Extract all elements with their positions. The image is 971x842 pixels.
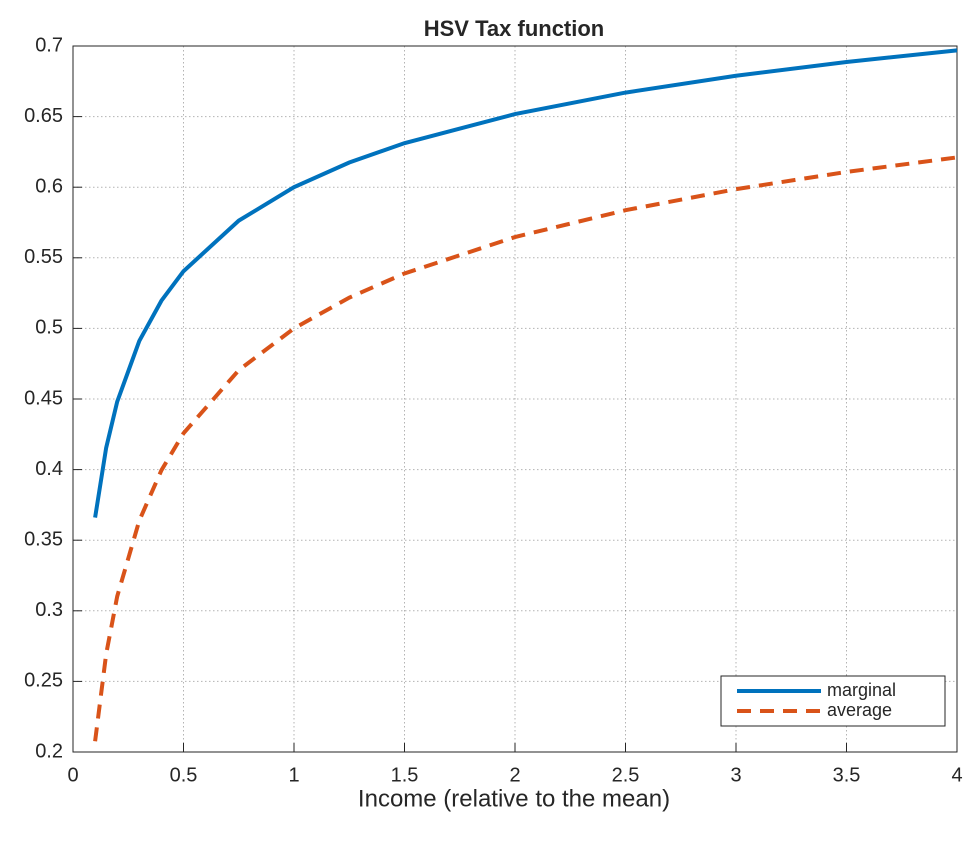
x-tick-label: 1: [288, 764, 299, 786]
y-tick-label: 0.55: [24, 246, 63, 268]
x-tick-label: 1.5: [391, 764, 419, 786]
x-tick-label: 2: [509, 764, 520, 786]
y-tick-label: 0.2: [35, 740, 63, 762]
series-line: [93, 48, 958, 518]
x-tick-label: 4: [951, 764, 962, 786]
y-tick-label: 0.6: [35, 175, 63, 197]
plot-area: [73, 46, 957, 752]
y-tick-label: 0.35: [24, 528, 63, 550]
x-tick-label: 2.5: [612, 764, 640, 786]
y-tick-label: 0.45: [24, 387, 63, 409]
legend-label: marginal: [827, 680, 896, 700]
legend-box: [720, 675, 946, 727]
series-line: [93, 155, 958, 742]
y-tick-label: 0.3: [35, 599, 63, 621]
y-tick-label: 0.25: [24, 670, 63, 692]
y-tick-label: 0.5: [35, 317, 63, 339]
x-tick-label: 3.5: [833, 764, 861, 786]
chart-title: HSV Tax function: [424, 16, 605, 41]
y-tick-label: 0.7: [35, 34, 63, 56]
x-tick-label: 0: [67, 764, 78, 786]
x-tick-label: 3: [730, 764, 741, 786]
y-tick-label: 0.4: [35, 458, 63, 480]
legend-label: average: [827, 700, 892, 720]
x-tick-label: 0.5: [170, 764, 198, 786]
y-tick-label: 0.65: [24, 105, 63, 127]
axes-box: [72, 45, 958, 753]
x-axis-label: Income (relative to the mean): [358, 785, 670, 812]
